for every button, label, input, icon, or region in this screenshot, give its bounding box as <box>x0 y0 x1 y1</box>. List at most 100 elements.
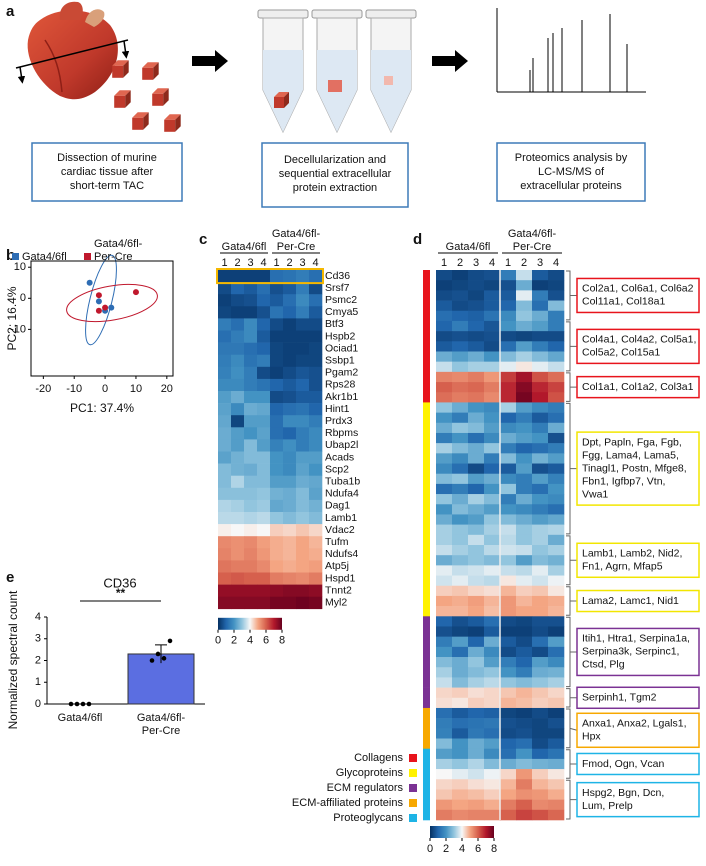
heatmap-cell <box>452 443 469 454</box>
heatmap-cell <box>283 596 297 610</box>
heatmap-cell <box>231 487 245 501</box>
cluster-box <box>576 712 700 749</box>
heatmap-cell <box>468 392 485 403</box>
heatmap-cell <box>468 300 485 312</box>
heatmap-cell <box>468 738 485 750</box>
heatmap-cell <box>436 636 453 648</box>
heatmap-cell <box>516 718 533 729</box>
heatmap-cell <box>436 575 453 587</box>
heatmap-cell <box>484 697 501 709</box>
heatmap-cell <box>532 310 549 322</box>
heatmap-cell <box>218 499 232 513</box>
heatmap-cell <box>309 270 323 283</box>
heatmap-cell <box>468 779 485 790</box>
heatmap-cell <box>296 378 310 392</box>
panel-label: e <box>6 569 14 586</box>
row-label: Myl2 <box>325 597 347 609</box>
heatmap-cell <box>468 718 485 729</box>
heatmap-cell <box>218 366 232 380</box>
heatmap-cell <box>484 667 501 678</box>
heatmap-cell <box>309 572 323 585</box>
heatmap-cell <box>468 412 485 424</box>
heatmap-cell <box>484 687 501 699</box>
heatmap-cell <box>309 512 323 525</box>
colorbar-tick-label: 6 <box>263 635 269 647</box>
heatmap-cell <box>270 524 284 537</box>
plot-frame <box>30 260 174 377</box>
heatmap-cell <box>468 636 485 648</box>
heatmap-cell <box>309 427 323 440</box>
heatmap-cell <box>516 422 533 434</box>
heatmap-cell <box>231 536 245 549</box>
heatmap-cell <box>532 361 549 373</box>
heatmap-cell <box>484 677 501 688</box>
legend-label: Glycoproteins <box>336 767 404 779</box>
heatmap-cell <box>484 524 501 536</box>
panel-label: b <box>6 247 15 264</box>
cluster-box <box>576 277 700 314</box>
heatmap-cell <box>500 799 517 811</box>
heatmap-cell <box>296 354 310 368</box>
category-bar <box>423 371 430 403</box>
colorbar-tick-label: 8 <box>491 843 497 855</box>
column-label: 4 <box>312 257 318 269</box>
x-tick-label: Gata4/6fl <box>58 712 103 724</box>
heatmap-cell <box>548 626 565 637</box>
cluster-box <box>576 752 700 776</box>
step-text: Dissection of murine <box>57 152 157 164</box>
heatmap-cell <box>484 351 501 362</box>
heatmap-cell <box>436 463 453 475</box>
heatmap-cell <box>532 463 549 475</box>
heatmap-cell <box>218 294 232 307</box>
heatmap-cell <box>500 351 517 362</box>
step-box <box>261 142 409 208</box>
heatmap-cell <box>548 494 565 505</box>
heatmap-cell <box>468 524 485 536</box>
cluster-proteins: Col5a2, Col15a1 <box>582 347 660 359</box>
heatmap-cell <box>283 499 297 513</box>
heatmap-cell <box>309 306 323 319</box>
legend-swatch <box>409 799 417 807</box>
heatmap-cell <box>218 487 232 501</box>
heatmap-cell <box>436 657 453 668</box>
heatmap-cell <box>548 422 565 434</box>
heatmap-cell <box>257 270 271 283</box>
heatmap-cell <box>468 483 485 495</box>
heatmap-cell <box>468 585 485 597</box>
heatmap-cell <box>516 453 533 464</box>
heatmap-cell <box>270 294 284 307</box>
row-label: Pgam2 <box>325 367 358 379</box>
heatmap-cell <box>283 270 297 283</box>
heatmap-cell <box>231 439 245 452</box>
heatmap-cell <box>532 504 549 515</box>
row-label: Acads <box>325 451 354 463</box>
heatmap-cell <box>500 300 517 312</box>
heatmap-cell <box>244 572 258 585</box>
heatmap-cell <box>548 565 565 576</box>
cluster-box <box>576 589 700 613</box>
heatmap-cell <box>436 545 453 556</box>
row-label: Srsf7 <box>325 282 350 294</box>
heatmap-cell <box>452 636 469 648</box>
heatmap-cell <box>296 342 310 355</box>
heatmap-cell <box>516 738 533 750</box>
heatmap-cell <box>309 439 323 452</box>
heatmap-cell <box>532 300 549 312</box>
heatmap-cell <box>283 439 297 452</box>
heatmap-cell <box>436 422 453 434</box>
point <box>132 289 139 296</box>
highlight-box <box>216 268 324 285</box>
heatmap-cell <box>452 534 469 546</box>
heatmap-cell <box>500 270 517 281</box>
heatmap-cell <box>452 707 469 719</box>
heatmap-cell <box>452 392 469 403</box>
heatmap-cell <box>452 320 469 332</box>
heatmap-cell <box>296 318 310 331</box>
heatmap-cell <box>436 270 453 281</box>
heatmap-cell <box>468 555 485 566</box>
heatmap-cell <box>484 473 501 485</box>
heatmap-cell <box>516 728 533 739</box>
heatmap-cell <box>500 361 517 373</box>
heatmap-cell <box>548 799 565 811</box>
heatmap-cell <box>516 463 533 475</box>
